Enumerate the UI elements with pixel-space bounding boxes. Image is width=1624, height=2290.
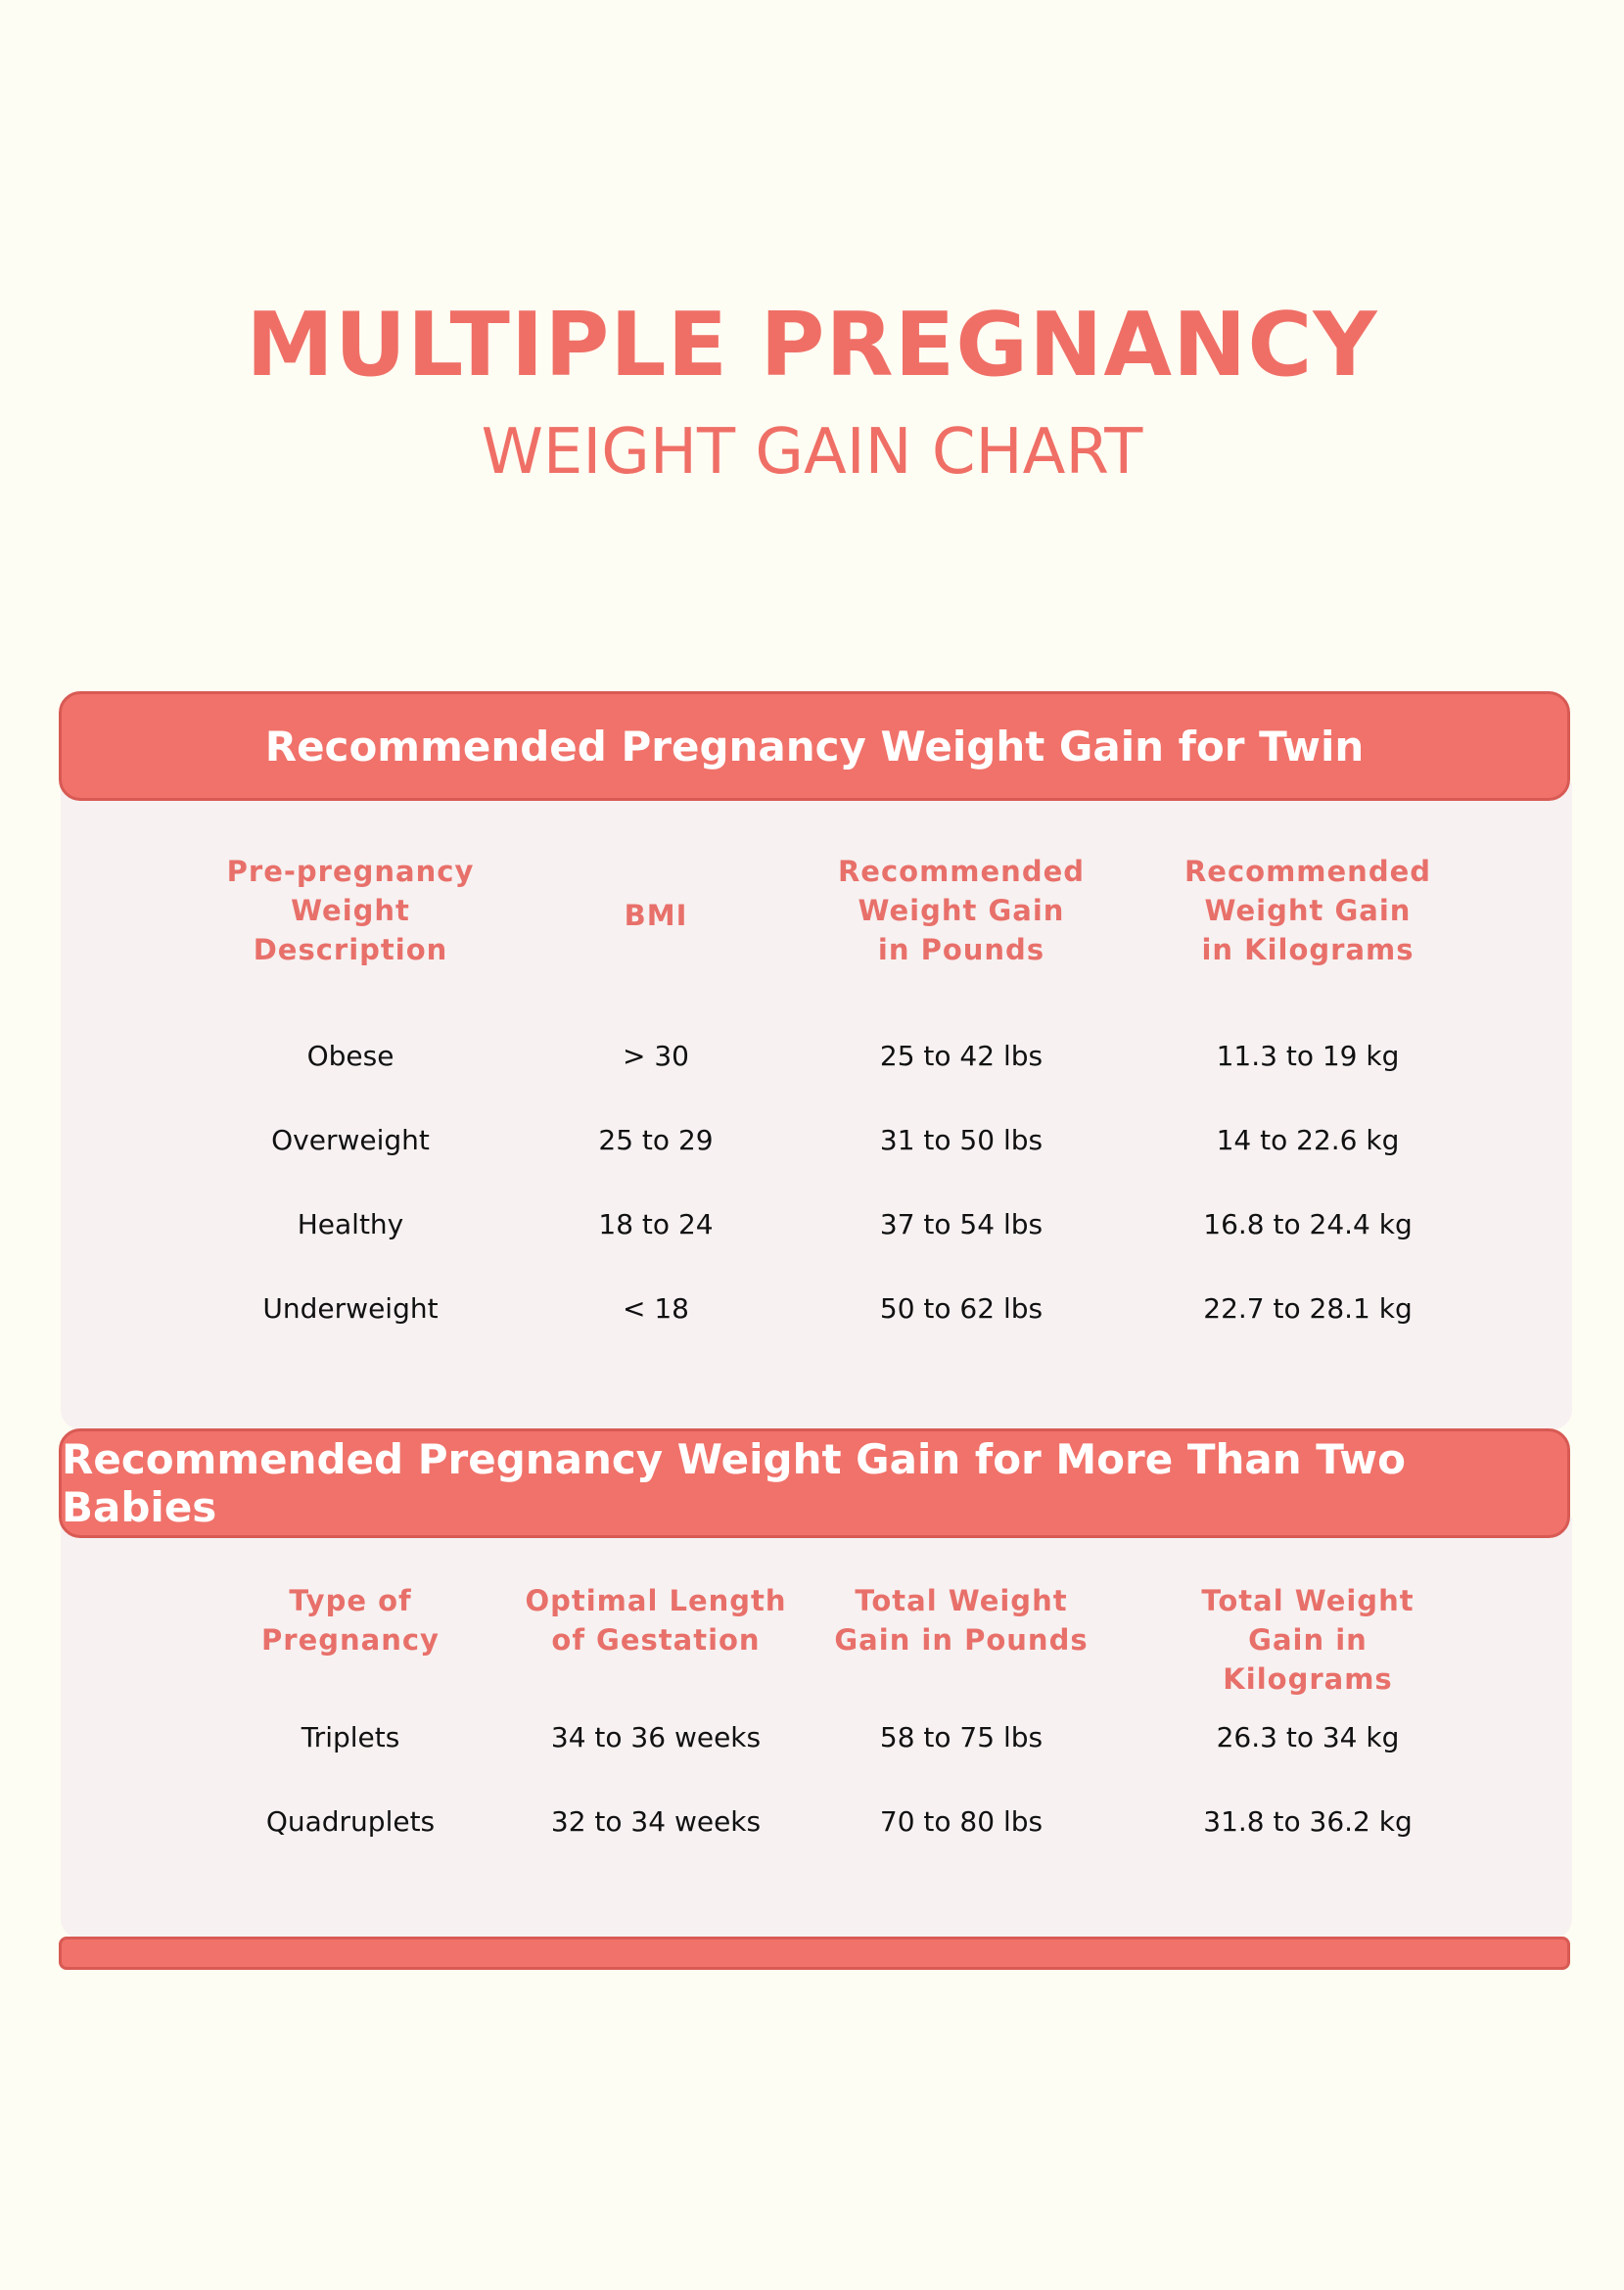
table-cell: Underweight: [262, 1292, 439, 1325]
table-cell: Obese: [306, 1040, 394, 1072]
section-banner: Recommended Pregnancy Weight Gain for Mo…: [59, 1428, 1570, 1538]
table-cell: 50 to 62 lbs: [879, 1292, 1044, 1325]
table-cell: Overweight: [271, 1124, 430, 1156]
table-cell: 34 to 36 weeks: [550, 1721, 762, 1753]
table-cell: < 18: [623, 1292, 689, 1325]
table-cell: Triplets: [301, 1721, 400, 1753]
table-cell: 22.7 to 28.1 kg: [1203, 1292, 1413, 1325]
column-header: Optimal Length of Gestation: [525, 1584, 787, 1657]
column-header: Pre-pregnancy Weight Description: [226, 855, 475, 966]
table-cell: 26.3 to 34 kg: [1216, 1721, 1400, 1753]
column-header: Recommended Weight Gain in Kilograms: [1183, 855, 1432, 966]
column-header: Total Weight Gain in Kilograms: [1201, 1584, 1415, 1696]
table-cell: 70 to 80 lbs: [879, 1805, 1044, 1838]
panel: [61, 1518, 1572, 1939]
table-cell: 14 to 22.6 kg: [1216, 1124, 1400, 1156]
table-cell: Quadruplets: [265, 1805, 436, 1838]
table-cell: 25 to 29: [598, 1124, 714, 1156]
table-cell: 25 to 42 lbs: [879, 1040, 1044, 1072]
table-cell: 37 to 54 lbs: [879, 1208, 1044, 1240]
table-cell: Healthy: [297, 1208, 404, 1240]
table-cell: 16.8 to 24.4 kg: [1203, 1208, 1413, 1240]
title: MULTIPLE PREGNANCY: [246, 294, 1378, 397]
table-cell: 31 to 50 lbs: [879, 1124, 1044, 1156]
table-cell: 58 to 75 lbs: [879, 1721, 1044, 1753]
table-cell: 11.3 to 19 kg: [1216, 1040, 1400, 1072]
table-cell: 31.8 to 36.2 kg: [1203, 1805, 1413, 1838]
table-cell: 18 to 24: [598, 1208, 714, 1240]
column-header: BMI: [624, 899, 688, 932]
table-cell: > 30: [623, 1040, 689, 1072]
footer-bar: [59, 1937, 1570, 1970]
panel: [61, 783, 1572, 1429]
column-header: Recommended Weight Gain in Pounds: [837, 855, 1086, 966]
table-cell: 32 to 34 weeks: [550, 1805, 762, 1838]
subtitle: WEIGHT GAIN CHART: [481, 416, 1143, 489]
column-header: Total Weight Gain in Pounds: [834, 1584, 1089, 1657]
section-banner: Recommended Pregnancy Weight Gain for Tw…: [59, 691, 1570, 801]
column-header: Type of Pregnancy: [261, 1584, 440, 1657]
